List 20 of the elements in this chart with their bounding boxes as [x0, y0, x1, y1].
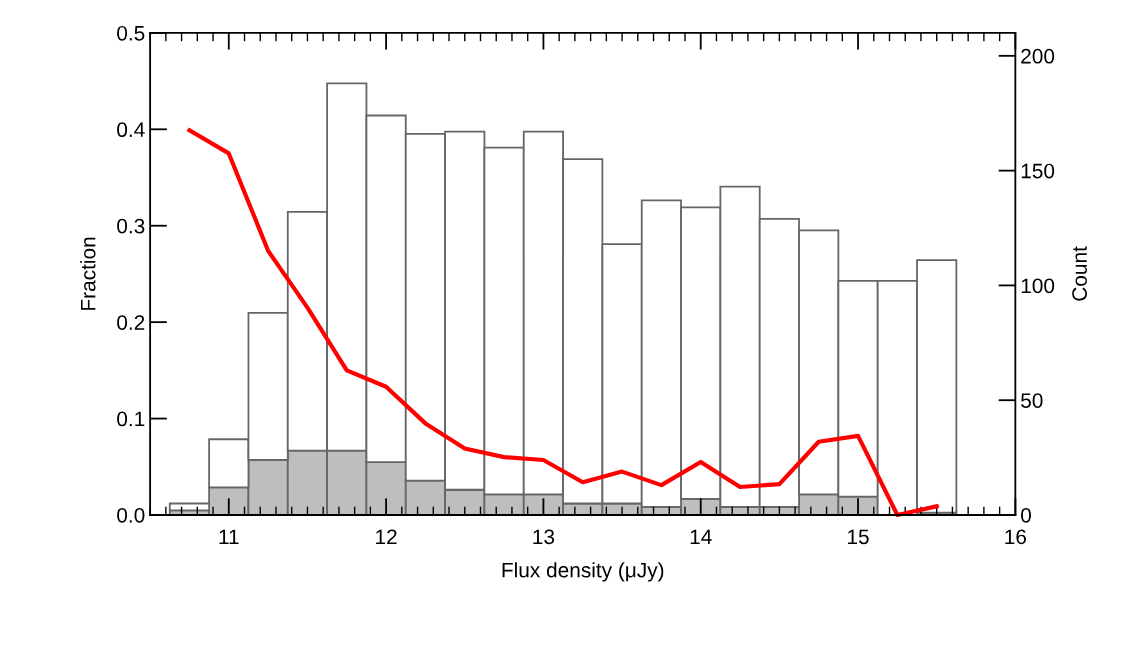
- y2-tick-label: 200: [1021, 48, 1055, 64]
- y-tick-label: 0.0: [117, 507, 145, 523]
- y2-tick-label: 0: [1021, 507, 1031, 523]
- x-tick-label: 12: [376, 529, 397, 544]
- y2-tick-label: 100: [1021, 278, 1055, 294]
- x-tick-label: 16: [1005, 529, 1027, 545]
- y-tick-label: 0.3: [117, 218, 145, 234]
- y2-tick-label: 150: [1021, 163, 1055, 179]
- y-tick-label: 0.5: [117, 25, 145, 41]
- x-axis-title: Flux density (μJy): [502, 562, 664, 582]
- x-tick-label: 14: [690, 529, 712, 544]
- y-axis-title: Fraction: [80, 237, 96, 310]
- y2-axis-title: Count: [1072, 246, 1087, 301]
- y-tick-label: 0.4: [117, 122, 145, 138]
- y2-tick-label: 50: [1021, 393, 1043, 408]
- x-tick-label: 11: [219, 529, 239, 544]
- x-tick-label: 13: [533, 529, 555, 545]
- x-tick-label: 15: [848, 529, 869, 545]
- y-tick-label: 0.2: [117, 315, 145, 330]
- y-tick-label: 0.1: [117, 411, 145, 427]
